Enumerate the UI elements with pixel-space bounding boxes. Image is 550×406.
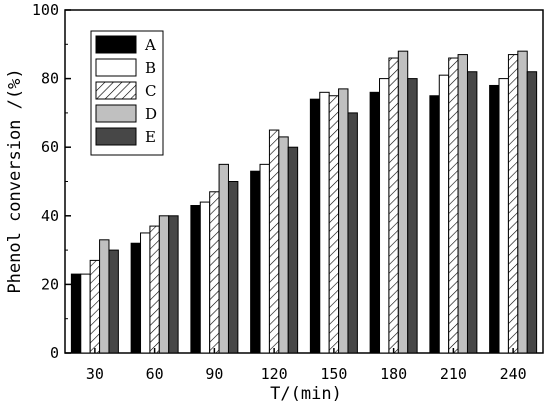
bar-A-90 (190, 205, 201, 354)
y-tick-label: 20 (41, 275, 59, 293)
y-tick-label: 100 (32, 1, 59, 19)
bar-B-180 (379, 78, 390, 354)
bar-E-30 (108, 249, 119, 354)
y-axis: 0 20 40 60 80 100 (32, 1, 71, 362)
legend-swatch-B (95, 58, 137, 77)
bar-A-210 (429, 95, 440, 354)
x-tick-label: 180 (380, 365, 407, 383)
x-tick-label: 120 (261, 365, 288, 383)
legend-label-A: A (144, 36, 156, 54)
legend-swatch-D (95, 104, 137, 123)
bar-A-120 (250, 170, 261, 354)
legend-label-B: B (145, 59, 156, 77)
x-tick-label: 30 (86, 365, 104, 383)
x-tick-label: 150 (320, 365, 347, 383)
x-tick-label: 210 (440, 365, 467, 383)
bar-C-120 (268, 129, 280, 354)
bar-B-120 (259, 163, 270, 354)
bar-E-60 (168, 215, 179, 354)
legend-swatch-E (95, 127, 137, 146)
x-axis: 30 60 90 120 150 180 210 240 (86, 348, 527, 383)
y-axis-title: Phenol conversion /(%) (5, 68, 25, 293)
bar-E-90 (227, 181, 239, 354)
bar-D-90 (218, 163, 229, 354)
bar-D-180 (397, 50, 409, 354)
bar-A-150 (309, 98, 321, 354)
bar-E-240 (526, 71, 538, 354)
bar-E-120 (287, 146, 299, 354)
bar-D-210 (457, 54, 468, 354)
bar-C-180 (388, 57, 399, 354)
bar-C-90 (209, 191, 220, 354)
bar-B-60 (140, 232, 151, 354)
y-tick-label: 80 (41, 70, 59, 88)
legend-swatch-A (95, 35, 137, 54)
bar-D-240 (517, 50, 528, 354)
bar-B-240 (498, 78, 509, 354)
bar-A-180 (369, 91, 381, 354)
x-tick-label: 60 (146, 365, 164, 383)
bar-E-150 (347, 112, 358, 354)
bar-E-180 (407, 78, 418, 354)
bar-C-60 (149, 225, 160, 354)
bar-C-30 (89, 259, 101, 354)
x-axis-title: T/(min) (270, 384, 342, 404)
legend-label-E: E (145, 128, 156, 146)
bar-B-210 (438, 74, 450, 354)
legend-label-C: C (145, 82, 156, 100)
bar-B-90 (199, 201, 211, 354)
bar-B-150 (319, 91, 330, 354)
bar-A-60 (130, 242, 142, 354)
bar-C-150 (328, 95, 340, 354)
bar-D-150 (338, 88, 349, 354)
y-tick-label: 60 (41, 138, 59, 156)
bar-B-30 (80, 273, 91, 354)
bar-A-30 (70, 273, 82, 354)
legend-swatch-C (95, 81, 137, 100)
x-tick-label: 240 (500, 365, 527, 383)
legend-label-D: D (145, 105, 157, 123)
bar-D-30 (99, 239, 110, 354)
bar-E-210 (466, 71, 478, 354)
y-tick-label: 40 (41, 207, 59, 225)
bar-C-210 (448, 57, 459, 354)
y-tick-label: 0 (50, 344, 59, 362)
bar-C-240 (507, 54, 519, 354)
bar-D-120 (278, 136, 289, 354)
bar-A-240 (489, 84, 500, 354)
bar-D-60 (158, 215, 170, 354)
x-tick-label: 90 (205, 365, 223, 383)
